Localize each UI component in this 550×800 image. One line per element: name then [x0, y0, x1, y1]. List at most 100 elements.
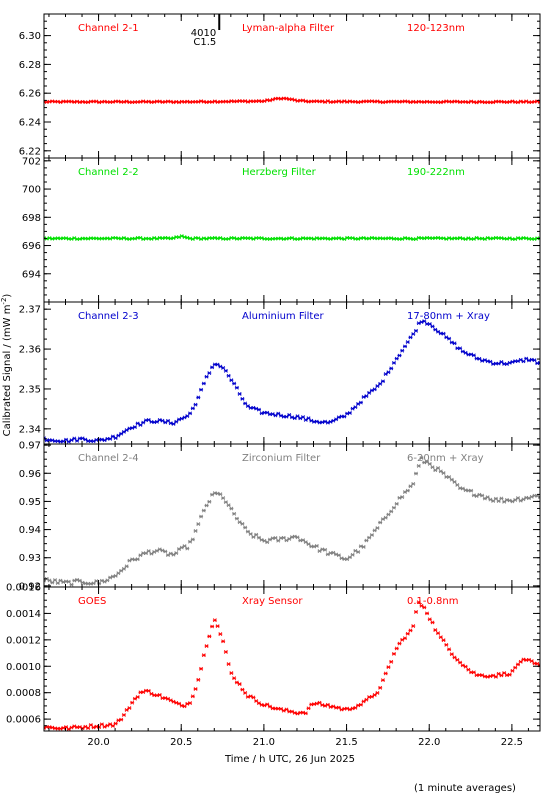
y-tick-label: 0.0008 [6, 688, 41, 699]
y-tick-label: 2.34 [19, 424, 41, 435]
data-point [364, 394, 369, 399]
data-point [515, 496, 520, 500]
data-point [221, 365, 226, 370]
data-point [320, 547, 325, 552]
data-point [132, 557, 137, 562]
data-point [378, 520, 383, 525]
data-point [477, 356, 482, 361]
data-point [411, 332, 416, 336]
y-tick-label: 0.95 [19, 497, 41, 508]
data-point [422, 605, 427, 610]
data-point [284, 414, 289, 419]
data-point [532, 99, 537, 104]
data-point [243, 691, 248, 695]
data-point [138, 99, 143, 104]
data-point [207, 634, 212, 639]
data-point [229, 671, 234, 675]
data-point [369, 533, 374, 537]
data-point [47, 725, 52, 729]
data-point [61, 580, 66, 584]
panel-label-range: 17-80nm + Xray [407, 311, 490, 322]
x-axis-label: Time / h UTC, 26 Jun 2025 [224, 754, 355, 765]
data-point [538, 100, 540, 105]
data-point [201, 508, 206, 513]
data-point [66, 579, 71, 584]
data-point [466, 667, 471, 672]
data-point [386, 512, 391, 517]
panel-5: 0.0006 0.0008 0.0010 0.0012 0.0014 0.0016 GOES… [6, 583, 541, 748]
data-point [463, 664, 468, 669]
data-point [350, 552, 355, 557]
data-point [97, 581, 102, 586]
data-point [256, 407, 261, 412]
data-point [532, 358, 537, 363]
data-point [372, 693, 377, 697]
y-tick-label: 0.97 [19, 441, 41, 452]
data-point [234, 516, 239, 521]
data-point [44, 436, 46, 441]
data-point [199, 99, 204, 104]
data-point [232, 381, 237, 386]
panel-label-channel: Channel 2-3 [78, 311, 139, 322]
data-point [77, 578, 82, 583]
data-point [411, 624, 416, 629]
y-tick-label: 0.92 [19, 581, 41, 592]
data-point [364, 538, 369, 543]
y-tick-label: 6.24 [19, 118, 41, 129]
footnote: (1 minute averages) [414, 783, 516, 794]
panel-label-filter: Xray Sensor [242, 596, 303, 607]
data-point [306, 706, 311, 711]
panel-2: 694 696 698 700 702 Channel 2-2 Herzberg Filte… [22, 156, 541, 303]
data-point [188, 701, 193, 705]
data-point [314, 544, 319, 548]
data-point [405, 488, 410, 493]
data-point [185, 414, 190, 418]
data-point [248, 532, 253, 536]
panel-frame [43, 443, 541, 588]
data-point [345, 411, 350, 416]
data-point [301, 415, 306, 419]
data-point [229, 378, 234, 383]
data-point [113, 721, 118, 726]
data-point [237, 682, 242, 687]
data-point [389, 366, 394, 371]
y-tick-label: 0.0012 [6, 635, 41, 646]
data-point [433, 327, 438, 332]
data-point [226, 373, 231, 378]
data-point [201, 653, 206, 658]
data-point [419, 456, 424, 460]
data-point [218, 492, 223, 497]
data-point [455, 99, 460, 104]
data-point [438, 100, 443, 105]
data-point [119, 431, 124, 436]
data-point [405, 631, 410, 636]
data-point [436, 466, 441, 470]
data-point [458, 660, 463, 665]
series-points-2 [44, 234, 540, 242]
y-tick-label: 698 [22, 213, 41, 224]
data-point [455, 236, 460, 241]
data-point [469, 488, 474, 493]
data-point [119, 568, 124, 573]
y-tick-label: 0.0014 [6, 609, 41, 620]
x-tick-label: 21.0 [253, 737, 275, 748]
data-point [193, 402, 198, 407]
data-point [146, 99, 151, 104]
data-point [397, 353, 402, 358]
data-point [86, 726, 91, 730]
panel-label-channel: GOES [78, 596, 106, 607]
x-tick-label: 22.5 [501, 737, 523, 748]
data-point [86, 236, 91, 241]
data-point [507, 99, 512, 104]
data-point [177, 701, 182, 706]
data-point [458, 346, 463, 351]
data-point [347, 99, 352, 104]
data-point [204, 374, 209, 379]
x-tick-label: 21.5 [335, 737, 357, 748]
data-point [430, 620, 435, 625]
event-marker-class: C1.5 [193, 37, 216, 48]
data-point [430, 465, 435, 470]
data-point [336, 99, 341, 104]
data-point [201, 381, 206, 386]
y-tick-label: 2.37 [19, 305, 41, 316]
